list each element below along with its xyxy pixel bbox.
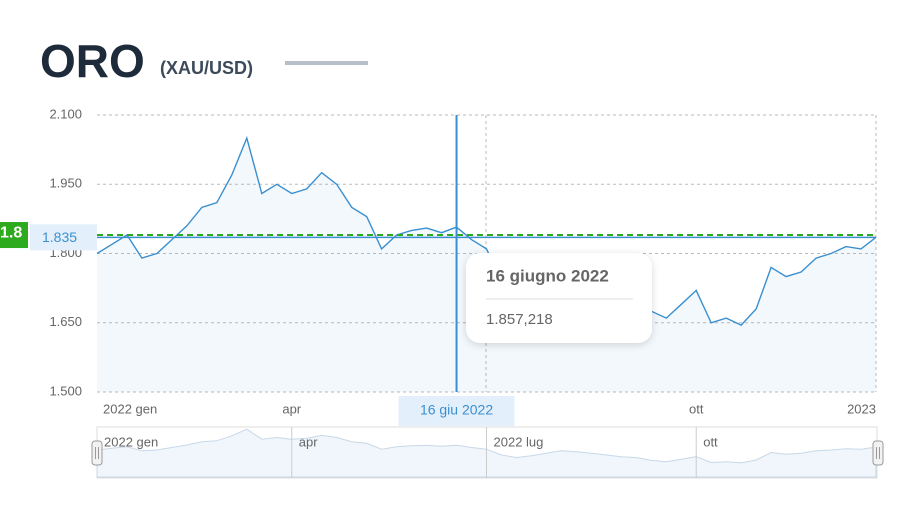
navigator-handle [91, 440, 103, 466]
y-tick-label: 1.650 [49, 314, 82, 329]
chart-subtitle: (XAU/USD) [160, 58, 253, 78]
x-tick-label: 2022 gen [103, 401, 157, 416]
chart-title: ORO [40, 35, 145, 87]
tooltip-box [466, 253, 652, 343]
navigator-label: 2022 lug [494, 434, 544, 449]
crosshair-label-box [398, 396, 515, 426]
navigator-label: 2022 gen [104, 434, 158, 449]
navigator-handle [872, 440, 884, 466]
y-tick-label: 1.500 [49, 383, 82, 398]
crosshair-label: 16 giu 2022 [420, 402, 493, 418]
price-label: 1.835 [42, 229, 77, 245]
x-tick-label: ott [689, 401, 704, 416]
price-label-box [0, 222, 28, 249]
y-tick-label: 2.100 [49, 106, 82, 121]
navigator-label: apr [299, 434, 318, 449]
line [96, 135, 877, 326]
x-tick-label: apr [282, 401, 301, 416]
tooltip-value: 1.857,218 [486, 311, 553, 328]
price-label: 1.8 [0, 224, 22, 241]
y-tick-label: 1.950 [49, 176, 82, 191]
navigator-label: ott [703, 434, 718, 449]
tooltip-title: 16 giugno 2022 [486, 266, 609, 285]
x-tick-label: 2023 [847, 401, 876, 416]
price-label-box [30, 224, 97, 251]
